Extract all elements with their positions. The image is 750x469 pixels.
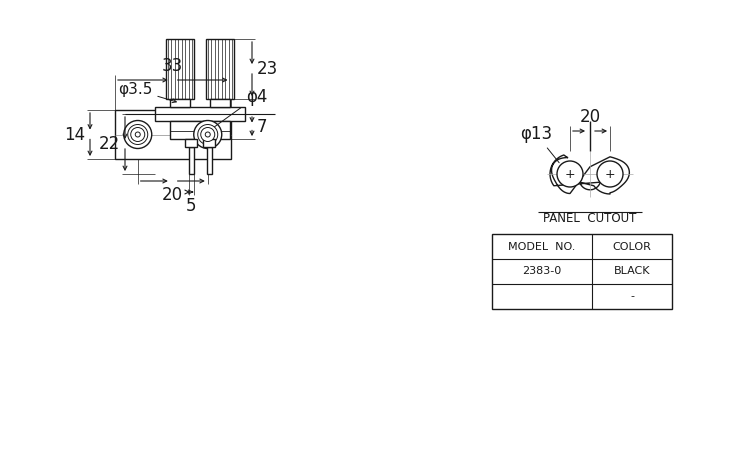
Text: 5: 5 xyxy=(186,197,196,215)
Text: PANEL  CUTOUT: PANEL CUTOUT xyxy=(543,212,637,225)
Text: +: + xyxy=(604,167,615,181)
Bar xyxy=(210,99,230,107)
Bar xyxy=(166,39,194,99)
Text: φ4: φ4 xyxy=(213,88,267,128)
Circle shape xyxy=(128,124,148,144)
Text: 20: 20 xyxy=(162,186,183,204)
Circle shape xyxy=(201,128,214,142)
Text: 2383-0: 2383-0 xyxy=(522,266,562,277)
Bar xyxy=(115,110,230,159)
Text: 22: 22 xyxy=(99,135,120,153)
Text: 7: 7 xyxy=(257,118,268,136)
Text: COLOR: COLOR xyxy=(613,242,652,251)
Circle shape xyxy=(135,132,140,137)
Text: 20: 20 xyxy=(580,108,601,126)
Text: +: + xyxy=(565,167,575,181)
Bar xyxy=(155,107,245,121)
Circle shape xyxy=(130,128,145,142)
Circle shape xyxy=(198,124,217,144)
Bar xyxy=(206,147,212,174)
Circle shape xyxy=(124,121,152,149)
Text: 33: 33 xyxy=(162,57,183,75)
Bar xyxy=(185,139,197,147)
Text: 14: 14 xyxy=(64,126,85,144)
Circle shape xyxy=(206,132,210,137)
Circle shape xyxy=(557,161,583,187)
Circle shape xyxy=(194,121,222,149)
Bar xyxy=(203,139,215,147)
Text: φ3.5: φ3.5 xyxy=(118,82,176,103)
Text: φ13: φ13 xyxy=(520,125,560,163)
Bar xyxy=(188,147,194,174)
Bar xyxy=(170,99,190,107)
Bar xyxy=(206,39,234,99)
Text: 23: 23 xyxy=(257,60,278,78)
Text: MODEL  NO.: MODEL NO. xyxy=(509,242,576,251)
Text: BLACK: BLACK xyxy=(614,266,650,277)
Bar xyxy=(170,121,230,139)
Text: -: - xyxy=(630,292,634,302)
Bar xyxy=(492,234,672,309)
Circle shape xyxy=(597,161,623,187)
